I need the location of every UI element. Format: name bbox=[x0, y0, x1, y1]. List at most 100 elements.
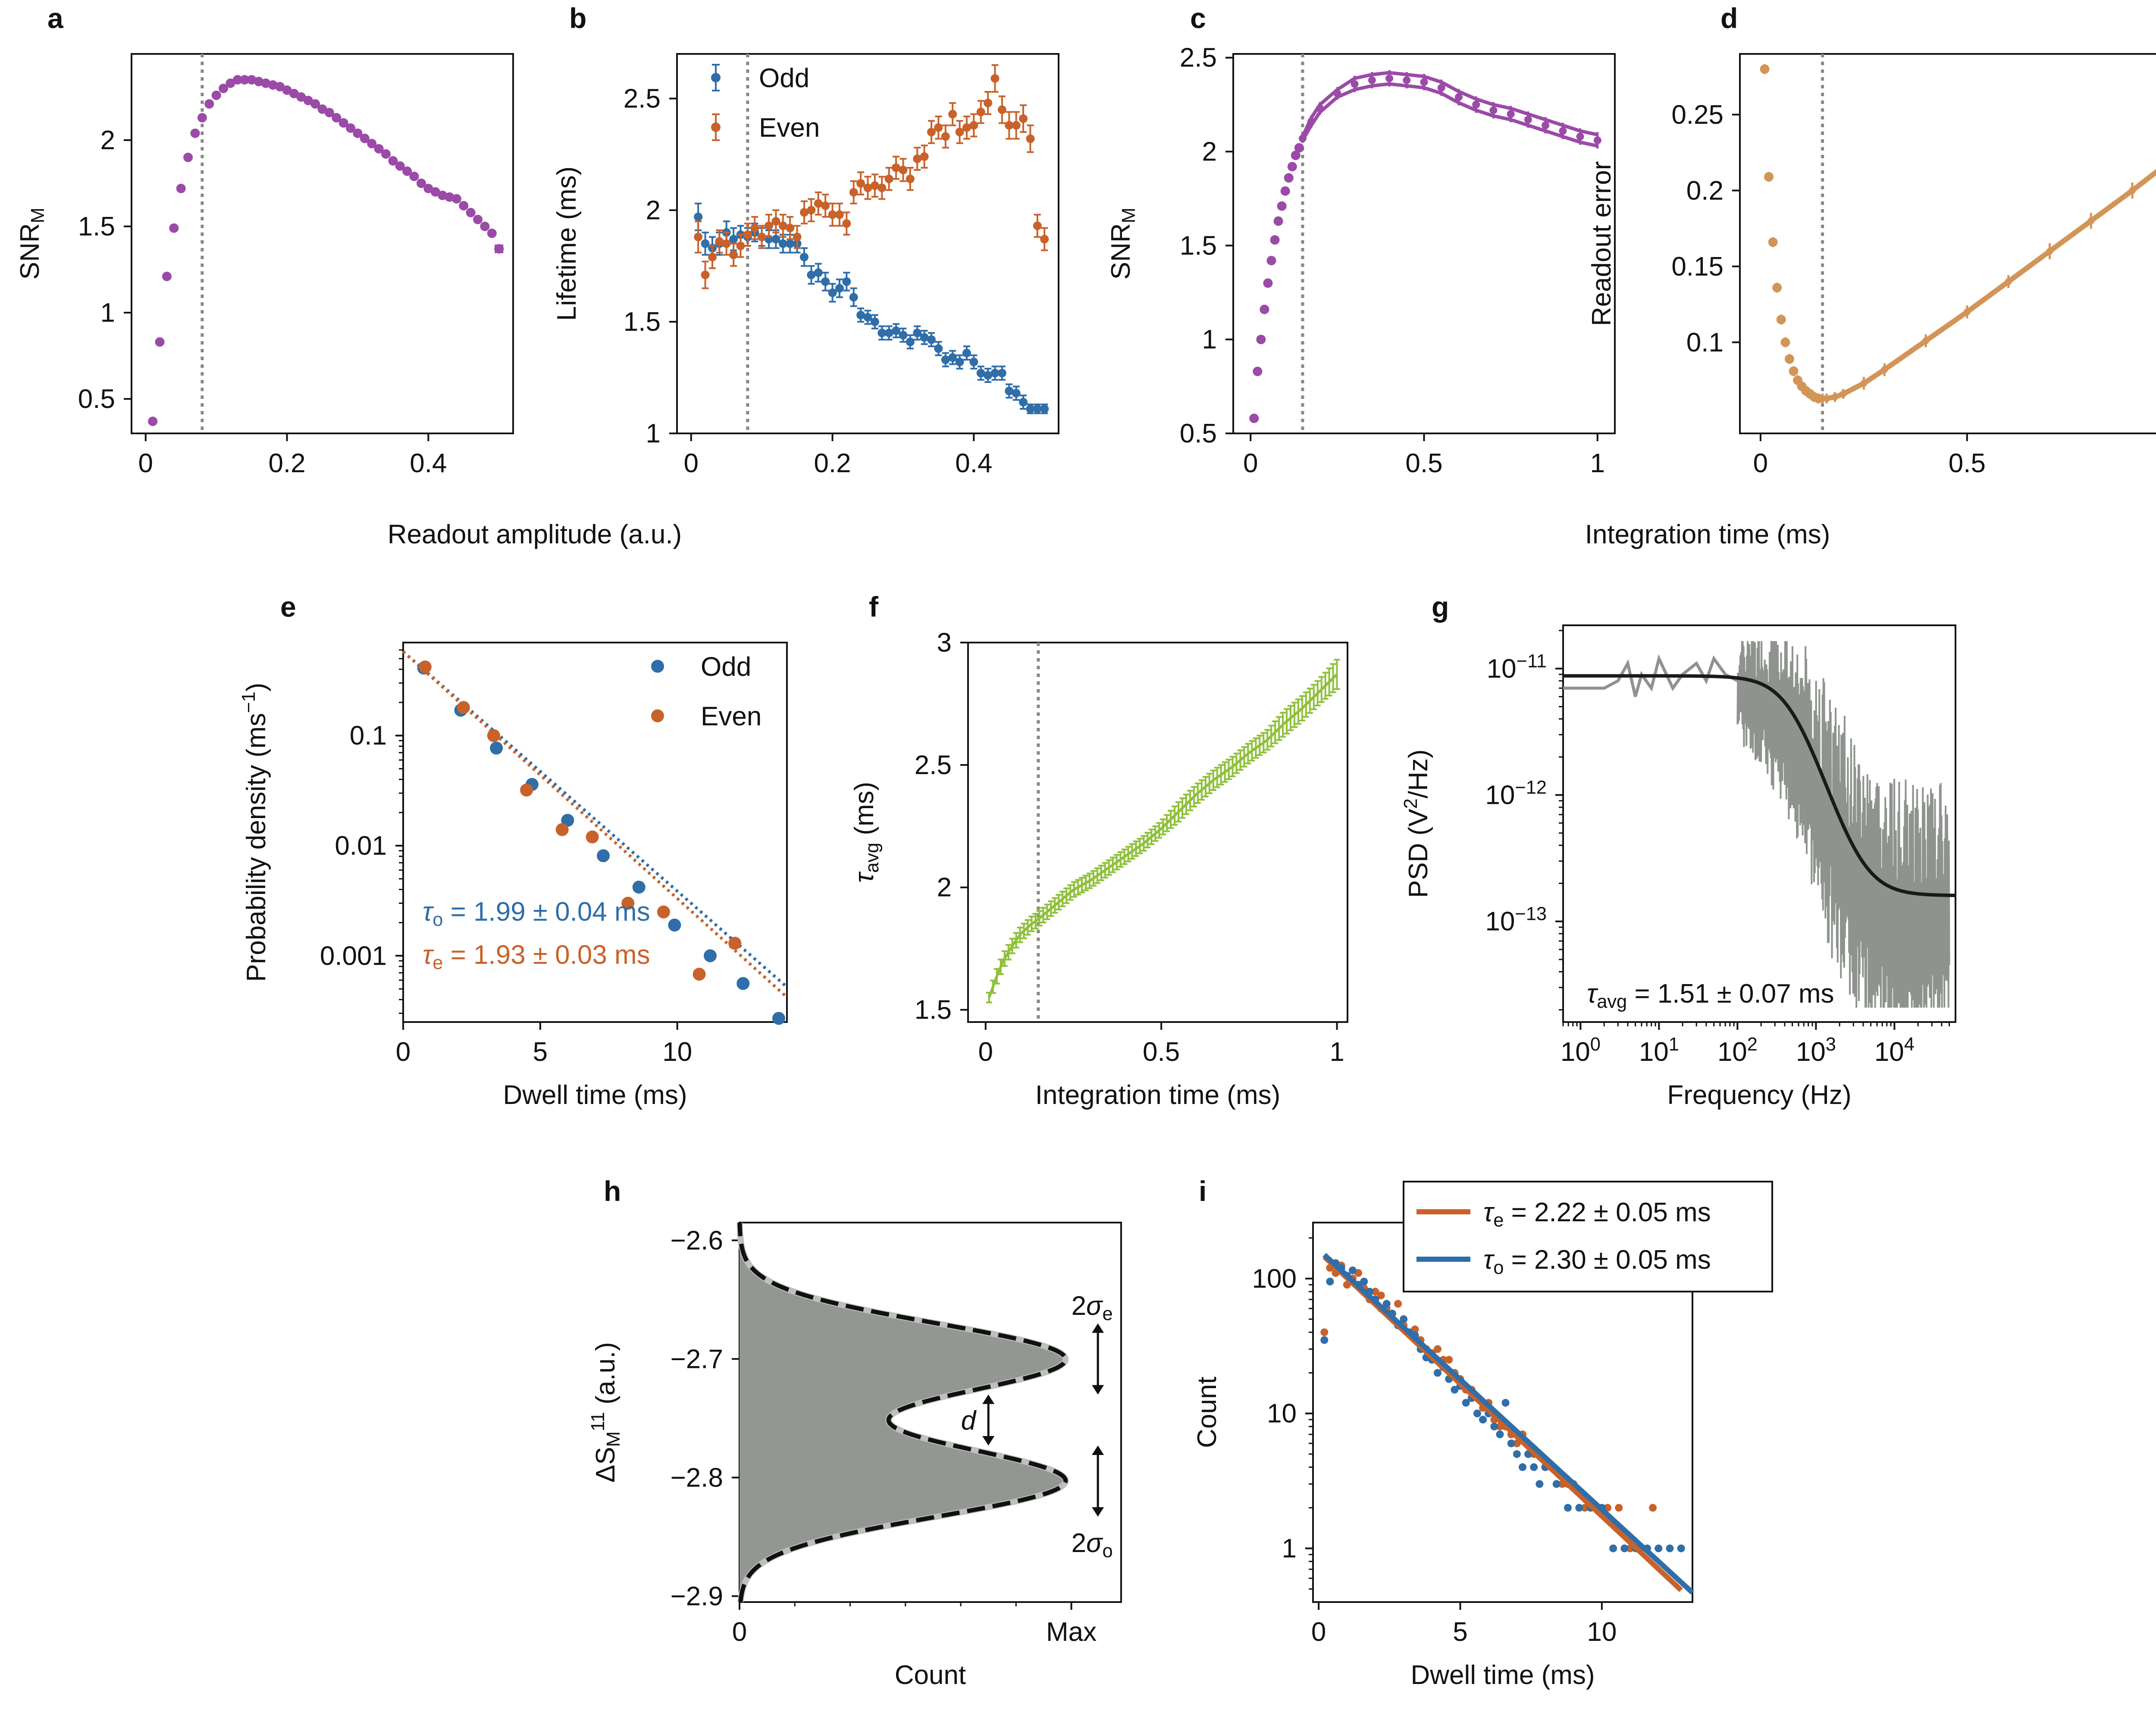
data-point bbox=[1922, 337, 1930, 345]
even-point bbox=[765, 221, 774, 230]
data-point bbox=[240, 75, 250, 85]
data-point bbox=[1764, 172, 1774, 182]
panel-g: g 100 101 102 103 104 10−13 10−12 10−11 Frequency… bbox=[1401, 591, 1956, 1110]
sigma-o-label: 2σo bbox=[1072, 1528, 1113, 1562]
odd-point bbox=[913, 329, 922, 338]
x-tick-label: 0.2 bbox=[814, 448, 851, 478]
odd-point bbox=[955, 357, 964, 367]
even-point bbox=[814, 199, 823, 208]
x-tick-label: 103 bbox=[1796, 1034, 1836, 1067]
y-tick-label: 2.5 bbox=[1180, 43, 1217, 73]
odd-point bbox=[778, 239, 787, 248]
data-point bbox=[402, 166, 412, 176]
odd-point bbox=[1609, 1544, 1617, 1552]
even-point bbox=[778, 221, 787, 230]
legend-marker bbox=[711, 73, 721, 82]
y-axis-label: Readout error bbox=[1587, 161, 1617, 326]
odd-point bbox=[906, 337, 915, 346]
data-point bbox=[211, 91, 221, 100]
odd-point bbox=[941, 355, 950, 364]
plot-frame bbox=[402, 642, 788, 1023]
data-point bbox=[1420, 78, 1428, 86]
legend-marker bbox=[651, 709, 664, 722]
even-point bbox=[621, 897, 635, 910]
even-point bbox=[793, 232, 802, 241]
y-tick-label: 0.1 bbox=[350, 721, 387, 751]
odd-point bbox=[729, 235, 738, 244]
odd-point bbox=[771, 235, 780, 244]
data-point bbox=[360, 134, 370, 143]
plot-frame bbox=[967, 642, 1348, 1023]
even-point bbox=[728, 937, 742, 950]
data-point bbox=[155, 337, 165, 347]
y-tick-label: 1.5 bbox=[1180, 231, 1217, 260]
data-point bbox=[1760, 64, 1770, 74]
plot-frame bbox=[131, 53, 514, 434]
odd-point bbox=[969, 357, 978, 367]
data-point bbox=[1507, 110, 1515, 118]
odd-point bbox=[877, 329, 887, 338]
data-point bbox=[451, 194, 461, 204]
even-point bbox=[984, 98, 993, 107]
data-point bbox=[409, 172, 419, 181]
odd-point bbox=[1012, 389, 1021, 398]
odd-point bbox=[694, 212, 703, 221]
odd-point bbox=[1490, 1422, 1498, 1430]
x-tick-label: 0.5 bbox=[1949, 448, 1986, 478]
sigma-o-arrow-head bbox=[1092, 1446, 1104, 1455]
even-point bbox=[906, 174, 915, 183]
gaussian-fit bbox=[737, 1222, 1068, 1602]
even-point bbox=[877, 183, 887, 192]
odd-point bbox=[1518, 1463, 1526, 1471]
even-point bbox=[969, 121, 978, 130]
y-tick-label: 2 bbox=[937, 873, 952, 903]
data-point bbox=[1839, 390, 1847, 398]
legend-marker bbox=[711, 122, 721, 132]
sigma-o-arrow-head bbox=[1092, 1507, 1104, 1517]
odd-point bbox=[1536, 1480, 1544, 1488]
y-tick-label: 2 bbox=[1202, 137, 1217, 167]
y-tick-label: 0.01 bbox=[335, 831, 387, 861]
odd-point bbox=[1451, 1386, 1459, 1394]
tau-annotation: τo = 1.99 ± 0.04 ms bbox=[423, 897, 650, 930]
data-point bbox=[1784, 354, 1794, 364]
data-point bbox=[1270, 235, 1280, 245]
even-point bbox=[920, 152, 929, 161]
y-tick-label: 2 bbox=[100, 125, 115, 155]
odd-point bbox=[1026, 405, 1035, 414]
odd-point bbox=[1326, 1277, 1334, 1286]
data-point bbox=[219, 84, 229, 93]
y-tick-label: 10−13 bbox=[1485, 904, 1547, 937]
data-point bbox=[1559, 127, 1567, 135]
data-point bbox=[1307, 117, 1316, 125]
x-axis-label: Dwell time (ms) bbox=[1410, 1660, 1595, 1690]
data-point bbox=[2046, 248, 2053, 255]
data-point bbox=[381, 149, 391, 159]
sigma-e-label: 2σe bbox=[1072, 1291, 1113, 1324]
odd-point bbox=[842, 277, 851, 286]
data-point bbox=[169, 223, 179, 233]
data-point bbox=[1351, 80, 1359, 88]
odd-point bbox=[1677, 1544, 1685, 1552]
even-point bbox=[757, 232, 766, 241]
sigma-e-arrow-head bbox=[1092, 1385, 1104, 1395]
y-tick-label: 0.001 bbox=[320, 941, 387, 971]
x-axis-label: Frequency (Hz) bbox=[1667, 1080, 1851, 1110]
odd-point bbox=[597, 849, 610, 862]
even-point bbox=[586, 830, 599, 844]
data-point bbox=[1963, 308, 1971, 316]
data-point bbox=[367, 139, 377, 148]
odd-point bbox=[1019, 398, 1028, 407]
even-point bbox=[457, 701, 470, 714]
odd-point bbox=[1382, 1300, 1391, 1308]
plot-frame bbox=[1739, 53, 2156, 434]
odd-point bbox=[828, 288, 837, 297]
even-point bbox=[693, 968, 706, 981]
data-point bbox=[197, 113, 207, 122]
even-point bbox=[976, 107, 985, 116]
separation-arrow-head bbox=[982, 1436, 995, 1446]
odd-point bbox=[870, 317, 879, 326]
y-tick-label: 1.5 bbox=[624, 307, 661, 337]
data-point bbox=[1253, 367, 1263, 376]
data-point bbox=[1280, 186, 1290, 196]
